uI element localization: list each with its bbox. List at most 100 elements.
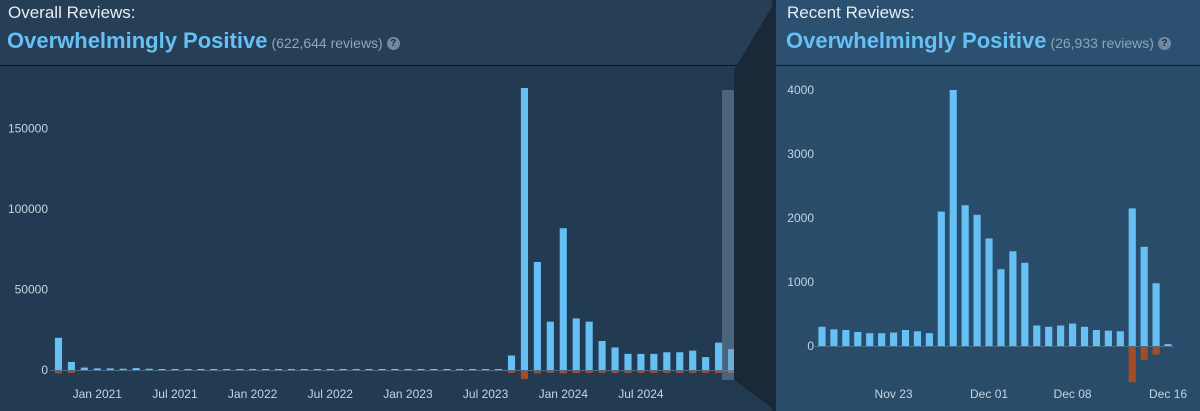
positive-bar [611, 347, 619, 370]
negative-bar [676, 371, 684, 373]
positive-bar [689, 350, 697, 370]
positive-bar [997, 269, 1005, 346]
positive-bar [546, 321, 554, 370]
negative-bar [559, 371, 567, 374]
positive-bar [365, 369, 373, 370]
positive-bar [650, 353, 658, 370]
negative-bar [507, 371, 516, 373]
positive-bar [93, 368, 101, 370]
positive-bar [585, 321, 593, 370]
positive-bar [985, 238, 993, 346]
range-connector [734, 0, 776, 411]
positive-bar [1057, 325, 1065, 346]
positive-bar [236, 369, 244, 370]
range-slider-handle[interactable] [722, 90, 734, 380]
positive-bar [637, 353, 645, 370]
positive-bar [913, 331, 922, 346]
recent-reviews-chart: 0 1000 2000 3000 4000 Nov 23 Dec 01 Dec 08 Dec 1… [787, 83, 1187, 401]
positive-bar [1009, 251, 1017, 346]
header-divider [776, 65, 1200, 66]
y-tick-label: 0 [807, 339, 814, 353]
positive-bar [507, 355, 516, 370]
y-tick-label: 2000 [787, 211, 814, 225]
positive-bar [715, 342, 723, 370]
x-tick-label: Jul 2023 [463, 387, 509, 401]
positive-bar [184, 369, 192, 370]
negative-bar [715, 371, 723, 373]
help-icon[interactable]: ? [386, 37, 400, 50]
overall-reviews-chart: 0 50000 100000 150000 Jan 2021 Jul 2021 Jan 20… [8, 88, 738, 401]
x-tick-label: Dec 08 [1054, 387, 1092, 401]
negative-bar [1140, 347, 1148, 360]
positive-bar [901, 330, 910, 346]
x-tick-label: Dec 01 [970, 387, 1008, 401]
negative-bar [611, 371, 619, 373]
y-tick-label: 3000 [787, 147, 814, 161]
negative-bar [572, 371, 580, 373]
positive-bar [171, 369, 179, 370]
positive-bar [300, 369, 308, 370]
negative-bar [546, 371, 554, 373]
positive-bar [469, 369, 477, 370]
positive-bar [106, 368, 114, 370]
negative-bar [650, 371, 658, 373]
x-tick-label: Jul 2024 [618, 387, 664, 401]
x-tick-label: Nov 23 [875, 387, 913, 401]
positive-bar [1080, 326, 1089, 346]
positive-bar [1152, 283, 1160, 346]
positive-bar [889, 332, 898, 346]
positive-bar [326, 369, 334, 370]
positive-bar [313, 369, 321, 370]
overall-review-score[interactable]: Overwhelmingly Positive [7, 28, 268, 53]
positive-bar [339, 369, 347, 370]
negative-bar [598, 371, 606, 373]
positive-bar [676, 352, 684, 370]
overall-reviews-summary-row: Overwhelmingly Positive (622,644 reviews)… [7, 28, 400, 54]
positive-bar [249, 369, 257, 370]
x-tick-label: Jan 2023 [383, 387, 433, 401]
negative-bar [727, 371, 736, 373]
positive-bar [223, 369, 231, 370]
negative-bar [663, 371, 671, 373]
x-tick-label: Jul 2022 [308, 387, 354, 401]
positive-bar [520, 88, 528, 370]
negative-bar [1152, 347, 1160, 355]
positive-bar [702, 357, 710, 370]
positive-bar [559, 228, 567, 370]
recent-reviews-header: Recent Reviews: Overwhelmingly Positive(… [776, 0, 1200, 64]
positive-bar [197, 369, 205, 370]
recent-reviews-summary-row: Overwhelmingly Positive (26,933 reviews)? [786, 28, 1171, 54]
positive-bar [1068, 323, 1077, 346]
positive-bar [1033, 325, 1041, 346]
negative-bar [67, 371, 75, 373]
positive-bar [1021, 262, 1029, 346]
positive-bar [391, 369, 399, 370]
positive-bar [830, 329, 838, 346]
y-tick-label: 50000 [15, 282, 49, 296]
recent-reviews-label: Recent Reviews: [787, 3, 915, 22]
positive-bar [878, 333, 886, 346]
negative-bar [54, 371, 63, 374]
x-tick-label: Dec 16 [1149, 387, 1187, 401]
positive-bar [937, 211, 945, 346]
positive-bar [1164, 344, 1172, 346]
positive-bar [1116, 331, 1124, 346]
negative-bar [637, 371, 645, 373]
positive-bar [378, 369, 386, 370]
positive-bar [262, 369, 270, 370]
y-tick-label: 100000 [8, 202, 48, 216]
overall-review-count: (622,644 reviews) [271, 35, 383, 51]
positive-bar [961, 205, 969, 346]
positive-bar [80, 367, 88, 370]
y-tick-label: 150000 [8, 121, 48, 135]
overall-reviews-header: Overall Reviews: Overwhelmingly Positive… [0, 0, 772, 64]
negative-bar [689, 371, 697, 373]
positive-bar [1092, 330, 1101, 346]
recent-review-count: (26,933 reviews) [1050, 35, 1154, 51]
positive-bar [443, 369, 451, 370]
positive-bar [533, 262, 541, 370]
positive-bar [158, 369, 166, 370]
positive-bar [1045, 326, 1053, 346]
recent-review-score[interactable]: Overwhelmingly Positive [786, 28, 1047, 53]
help-icon[interactable]: ? [1157, 37, 1171, 50]
